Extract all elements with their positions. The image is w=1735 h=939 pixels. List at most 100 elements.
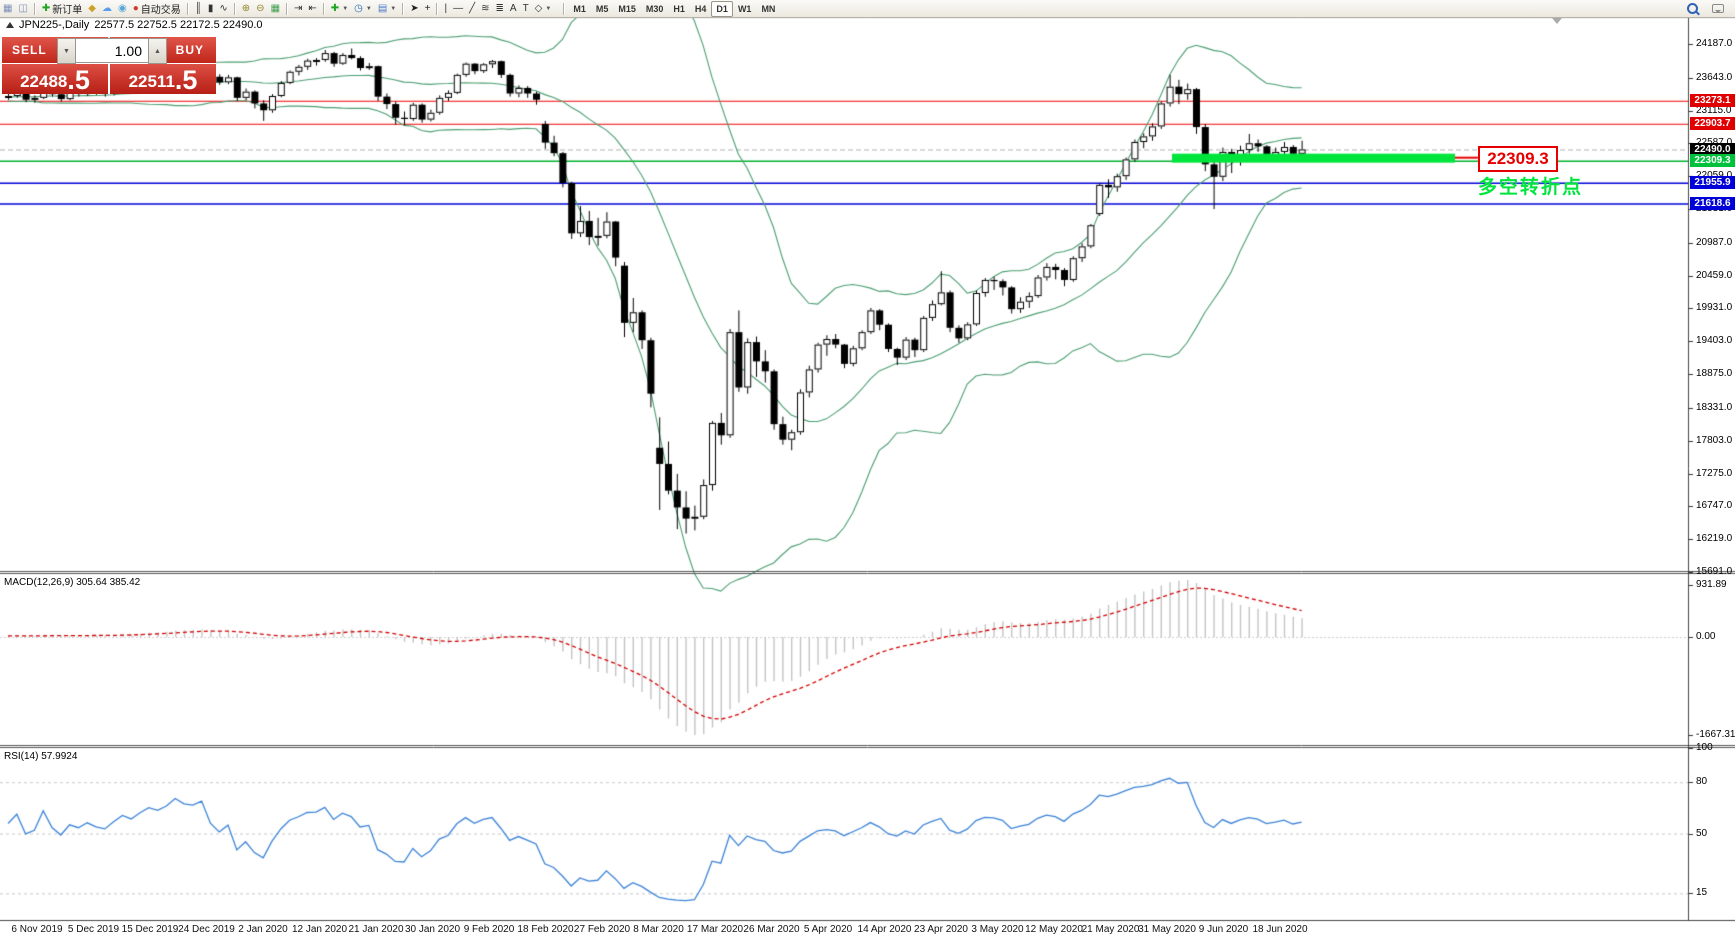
data-preview-icon: ◫ <box>18 3 28 14</box>
new-order-label: 新订单 <box>52 5 83 16</box>
timeframe-w1[interactable]: W1 <box>737 3 752 14</box>
candlestick-icon: ▮ <box>207 3 214 14</box>
timeframe-m1[interactable]: M1 <box>573 3 586 14</box>
cursor-icon: ➤ <box>410 3 419 14</box>
volume-input[interactable]: 1.00 <box>76 38 148 63</box>
search-button[interactable] <box>1684 1 1701 16</box>
text-label-button[interactable]: T <box>520 1 532 16</box>
ohlc-values: 22577.5 22752.5 22172.5 22490.0 <box>94 19 263 31</box>
timeframe-m15[interactable]: M15 <box>618 3 636 14</box>
fibonacci-button[interactable]: ≣ <box>493 1 507 16</box>
price-tick-label: 17275.0 <box>1696 467 1733 479</box>
price-annotation-box[interactable]: 22309.3 <box>1478 146 1558 172</box>
date-tick-label: 5 Apr 2020 <box>803 924 853 935</box>
toolbar-separator <box>186 2 189 15</box>
crosshair-button[interactable]: + <box>422 1 434 16</box>
sell-price[interactable]: 22488.5 <box>2 64 108 94</box>
price-tick-label: 18875.0 <box>1696 368 1733 380</box>
text-icon: A <box>509 3 517 14</box>
text-button[interactable]: A <box>507 1 520 16</box>
eraser-icon: ◆ <box>88 3 96 14</box>
price-tick-label: 20459.0 <box>1696 269 1733 281</box>
rsi-tick-label: 50 <box>1696 827 1708 839</box>
zoom-out-button[interactable]: ⊖ <box>253 1 267 16</box>
autotrade-button[interactable]: ● 自动交易 <box>130 1 184 16</box>
timeframe-h4[interactable]: H4 <box>694 3 707 14</box>
auto-scroll-button[interactable]: ⇥ <box>291 1 305 16</box>
price-tick-label: 20987.0 <box>1696 236 1733 248</box>
turning-point-note[interactable]: 多空转折点 <box>1478 177 1584 198</box>
buy-price[interactable]: 22511.5 <box>110 64 216 94</box>
add-indicator-icon: ✚ <box>330 3 340 14</box>
chart-windows-icon: ▦ <box>3 3 13 14</box>
price-tick-label: 22587.0 <box>1696 137 1732 148</box>
timeframe-d1[interactable]: D1 <box>711 0 733 17</box>
date-tick-label: 14 Apr 2020 <box>857 924 912 935</box>
line-chart-button[interactable]: ∿ <box>216 1 230 16</box>
autotrade-label: 自动交易 <box>140 5 181 16</box>
eraser-button[interactable]: ◆ <box>85 1 99 16</box>
auto-scroll-icon: ⇥ <box>294 3 303 14</box>
tile-windows-button[interactable]: ▦ <box>268 1 283 16</box>
cursor-button[interactable]: ➤ <box>407 1 421 16</box>
macd-tick-label: 931.89 <box>1696 579 1727 590</box>
buy-price-frac: .5 <box>174 65 198 95</box>
timeframe-h1[interactable]: H1 <box>673 3 685 14</box>
price-tick-label: 24187.0 <box>1696 37 1733 49</box>
template-icon: ▤ <box>377 3 388 14</box>
trendline-icon: ╱ <box>469 3 476 14</box>
line-chart-icon: ∿ <box>219 3 228 14</box>
trade-prices-row: 22488.5 22511.5 <box>2 64 216 94</box>
bar-chart-icon: ║ <box>194 3 202 14</box>
equidistant-channel-button[interactable]: ≋ <box>478 1 492 16</box>
timeframe-m30[interactable]: M30 <box>645 3 664 14</box>
timeframe-m5[interactable]: M5 <box>595 3 609 14</box>
template-button[interactable]: ▤ ▼ <box>375 1 399 16</box>
timeframe-mn[interactable]: MN <box>761 3 776 14</box>
date-tick-label: 31 May 2020 <box>1138 924 1196 935</box>
chat-button[interactable] <box>1709 1 1727 16</box>
periods-button[interactable]: ◷ ▼ <box>351 1 375 16</box>
toolbar-separator <box>233 2 236 15</box>
price-tick-label: 22059.0 <box>1696 170 1732 181</box>
zoom-in-icon: ⊕ <box>241 3 251 14</box>
date-tick-label: 2 Jan 2020 <box>238 924 288 935</box>
window-menu-icon[interactable] <box>6 22 14 28</box>
vline-button[interactable]: | <box>441 1 450 16</box>
scroll-to-end-marker[interactable] <box>1552 18 1562 24</box>
volume-increase-button[interactable]: ▲ <box>148 38 167 64</box>
new-order-icon: ✚ <box>41 3 51 14</box>
rsi-tick-label: 100 <box>1696 742 1713 753</box>
trendline-button[interactable]: ╱ <box>466 1 478 16</box>
toolbar-separator <box>322 2 325 15</box>
chevron-down-icon: ▼ <box>365 5 372 12</box>
date-tick-label: 9 Jun 2020 <box>1198 924 1249 935</box>
cloud-icon: ☁ <box>102 3 112 14</box>
chart-windows-button[interactable]: ▦ <box>0 1 15 16</box>
date-tick-label: 23 Apr 2020 <box>914 924 968 935</box>
date-tick-label: 24 Dec 2019 <box>178 924 235 935</box>
cloud-button[interactable]: ☁ <box>99 1 115 16</box>
zoom-in-button[interactable]: ⊕ <box>239 1 253 16</box>
hline-button[interactable]: — <box>450 1 466 16</box>
signals-button[interactable]: ◉ <box>115 1 130 16</box>
data-preview-button[interactable]: ◫ <box>15 1 30 16</box>
date-tick-label: 18 Feb 2020 <box>517 924 574 935</box>
candlestick-button[interactable]: ▮ <box>205 1 217 16</box>
text-label-icon: T <box>522 3 529 14</box>
chevron-down-icon: ▼ <box>390 5 397 12</box>
new-order-button[interactable]: ✚ 新订单 <box>39 1 85 16</box>
signals-icon: ◉ <box>118 3 127 14</box>
add-indicator-button[interactable]: ✚ ▼ <box>328 1 351 16</box>
one-click-trade-panel: SELL BUY ▼ 1.00 ▲ 22488.5 22511.5 <box>2 37 216 94</box>
date-tick-label: 12 Jan 2020 <box>291 924 348 935</box>
shapes-button[interactable]: ◇ ▼ <box>532 1 555 16</box>
chart-shift-button[interactable]: ⇤ <box>305 1 319 16</box>
bar-chart-button[interactable]: ║ <box>192 1 205 16</box>
toolbar-separator <box>402 2 405 15</box>
price-tick-label: 16747.0 <box>1696 500 1733 512</box>
volume-decrease-button[interactable]: ▼ <box>57 38 76 64</box>
price-badge: 21618.6 <box>1690 197 1735 211</box>
